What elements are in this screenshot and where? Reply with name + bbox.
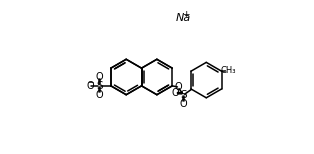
Text: O: O — [171, 88, 179, 98]
Text: CH₃: CH₃ — [220, 66, 236, 75]
Text: O: O — [180, 99, 187, 109]
Text: Na: Na — [176, 14, 191, 23]
Text: O: O — [86, 81, 94, 91]
Text: S: S — [96, 81, 103, 91]
Text: O: O — [175, 82, 182, 92]
Text: O: O — [95, 90, 103, 100]
Text: +: + — [182, 10, 190, 19]
Text: −: − — [87, 78, 94, 87]
Text: S: S — [180, 90, 187, 100]
Text: O: O — [95, 72, 103, 82]
